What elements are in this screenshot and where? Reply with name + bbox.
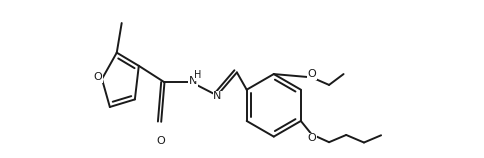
Text: H: H bbox=[194, 70, 201, 80]
Text: N: N bbox=[213, 91, 221, 101]
Text: O: O bbox=[307, 69, 316, 79]
Text: O: O bbox=[307, 133, 316, 143]
Text: N: N bbox=[188, 76, 197, 86]
Text: O: O bbox=[93, 72, 102, 82]
Text: O: O bbox=[156, 136, 165, 146]
